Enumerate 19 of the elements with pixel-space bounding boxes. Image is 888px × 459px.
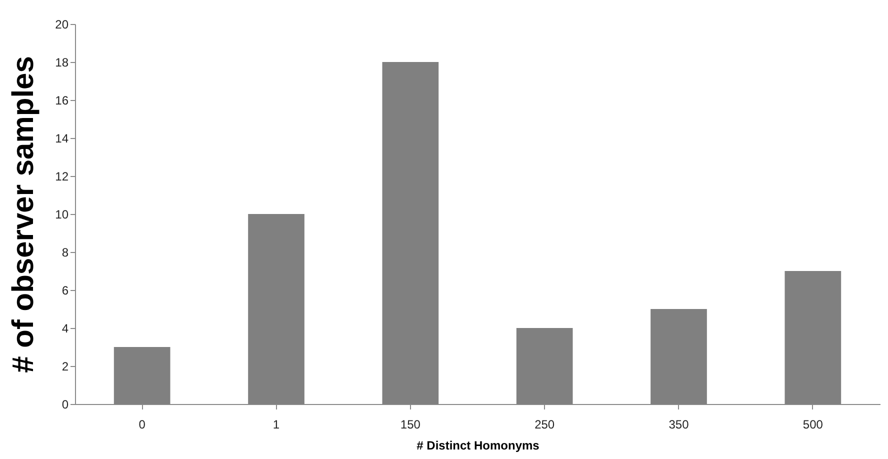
y-tick-label: 16	[55, 94, 69, 108]
x-tick-label: 500	[802, 418, 824, 432]
y-tick-label: 10	[55, 208, 69, 222]
x-tick-label: 250	[534, 418, 555, 432]
x-tick-label: 150	[400, 418, 421, 432]
y-tick-label: 18	[55, 56, 69, 70]
y-axis-title: # of observer samples	[7, 56, 40, 373]
y-tick-label: 20	[55, 18, 69, 32]
x-axis-title: # Distinct Homonyms	[416, 438, 540, 452]
y-tick-label: 4	[62, 322, 69, 336]
y-tick-label: 6	[62, 284, 69, 298]
y-tick-label: 2	[62, 360, 69, 374]
y-tick-label: 12	[55, 170, 69, 184]
y-tick-label: 14	[55, 132, 69, 146]
x-tick-label: 0	[138, 418, 146, 432]
x-tick-label: 1	[272, 418, 280, 432]
x-tick-label: 350	[668, 418, 690, 432]
y-tick-label: 0	[62, 398, 69, 412]
y-tick-label: 8	[62, 246, 69, 260]
